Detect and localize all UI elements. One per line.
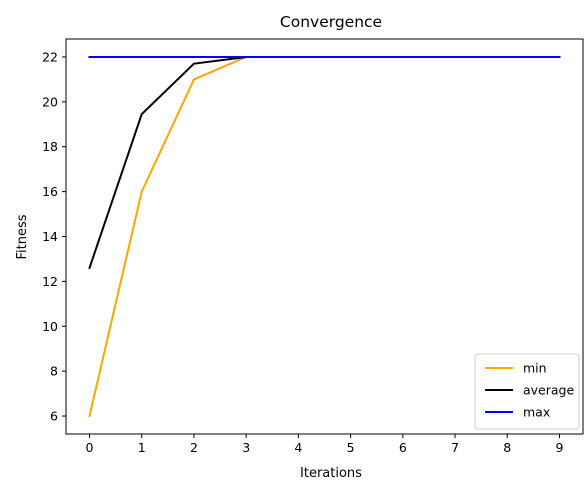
legend: min average max	[474, 353, 580, 430]
legend-label-average: average	[523, 383, 574, 398]
legend-label-max: max	[523, 405, 550, 420]
y-tick-label: 14	[42, 229, 58, 244]
x-tick-label: 7	[451, 440, 459, 455]
x-axis-title: Iterations	[300, 466, 362, 481]
y-tick-label: 18	[42, 139, 58, 154]
x-tick-label: 5	[347, 440, 355, 455]
x-tick-label: 6	[399, 440, 407, 455]
series-layer	[88, 55, 561, 418]
legend-box	[474, 353, 580, 430]
y-tick-label: 6	[50, 409, 58, 424]
y-tick-label: 22	[42, 49, 58, 64]
y-tick-label: 16	[42, 184, 58, 199]
x-tick-label: 0	[86, 440, 94, 455]
y-axis-title: Fitness	[15, 214, 30, 259]
y-tick-label: 12	[42, 274, 58, 289]
legend-label-min: min	[523, 361, 547, 376]
y-tick-label: 8	[50, 364, 58, 379]
x-tick-label: 8	[503, 440, 511, 455]
chart-title: Convergence	[280, 13, 382, 31]
x-tick-label: 1	[138, 440, 146, 455]
x-tick-label: 3	[242, 440, 250, 455]
x-tick-label: 9	[556, 440, 564, 455]
y-tick-label: 10	[42, 319, 58, 334]
x-tick-label: 2	[190, 440, 198, 455]
y-tick-label: 20	[42, 94, 58, 109]
x-tick-label: 4	[294, 440, 302, 455]
